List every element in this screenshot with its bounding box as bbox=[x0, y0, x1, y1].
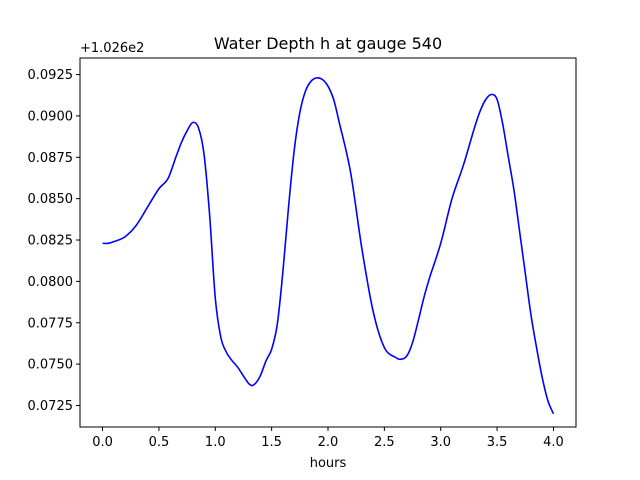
y-axis-ticks: 0.0725 0.0750 0.0775 0.0800 0.0825 0.0850 0.08… bbox=[28, 68, 80, 414]
x-tick-label: 2.0 bbox=[318, 435, 339, 450]
x-tick-label: 3.0 bbox=[430, 435, 451, 450]
x-tick-label: 2.5 bbox=[374, 435, 395, 450]
x-tick-label: 0.0 bbox=[92, 435, 113, 450]
series-line bbox=[102, 76, 555, 415]
plot-frame bbox=[79, 57, 577, 428]
y-tick-label: 0.0725 bbox=[28, 399, 74, 414]
y-axis-offset-label: +1.026e2 bbox=[80, 41, 144, 56]
y-tick-label: 0.0875 bbox=[28, 151, 74, 166]
x-tick-label: 1.5 bbox=[261, 435, 282, 450]
x-axis-ticks: 0.0 0.5 1.0 1.5 2.0 2.5 3.0 3.5 4.0 bbox=[92, 427, 564, 450]
x-axis-label: hours bbox=[310, 456, 347, 471]
y-tick-label: 0.0800 bbox=[28, 275, 74, 290]
x-tick-label: 0.5 bbox=[149, 435, 170, 450]
y-tick-label: 0.0900 bbox=[28, 109, 74, 124]
y-tick-label: 0.0850 bbox=[28, 192, 74, 207]
chart-title: Water Depth h at gauge 540 bbox=[214, 34, 442, 53]
x-tick-label: 3.5 bbox=[487, 435, 508, 450]
y-tick-label: 0.0925 bbox=[28, 68, 74, 83]
x-tick-label: 4.0 bbox=[543, 435, 564, 450]
x-tick-label: 1.0 bbox=[205, 435, 226, 450]
y-tick-label: 0.0750 bbox=[28, 358, 74, 373]
y-tick-label: 0.0775 bbox=[28, 316, 74, 331]
y-tick-label: 0.0825 bbox=[28, 234, 74, 249]
